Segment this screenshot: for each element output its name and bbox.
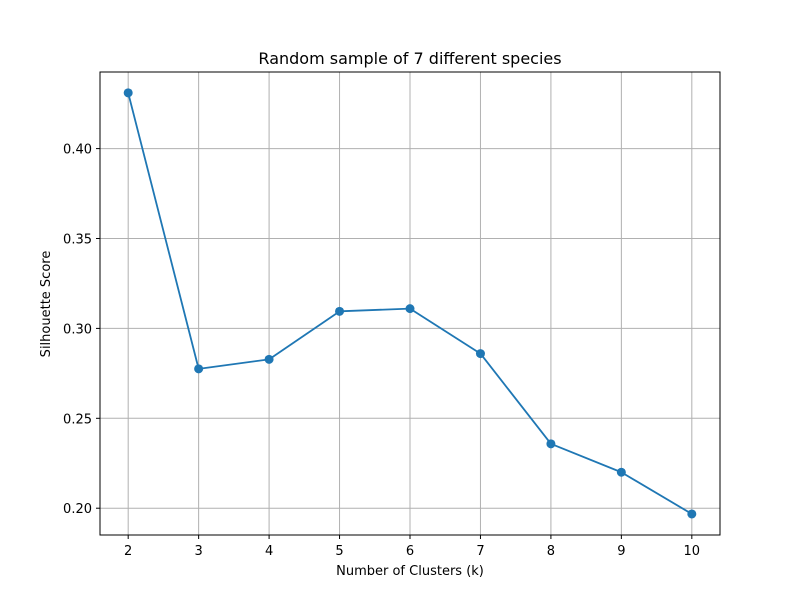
data-point [335,306,345,316]
x-tick-label: 6 [406,544,414,559]
x-tick-label: 4 [265,544,273,559]
data-point [546,439,556,449]
y-tick-label: 0.35 [63,233,92,248]
y-tick-label: 0.30 [63,322,92,337]
y-tick-label: 0.20 [63,502,92,517]
x-tick-label: 3 [194,544,202,559]
data-point [405,304,415,314]
data-point [616,467,626,477]
y-tick-label: 0.25 [63,412,92,427]
y-axis-title: Silhouette Score [39,251,54,358]
data-point [123,88,133,98]
y-axis-ticks: 0.20 0.25 0.30 0.35 0.40 [63,143,100,517]
x-axis-title: Number of Clusters (k) [336,564,484,579]
x-tick-label: 10 [684,544,701,559]
grid-layer [100,72,720,535]
chart-title: Random sample of 7 different species [258,49,561,68]
marker-layer [123,88,697,519]
x-tick-label: 7 [476,544,484,559]
x-tick-label: 5 [335,544,343,559]
data-point [194,364,204,374]
x-axis-ticks: 2 3 4 5 6 7 8 9 10 [124,535,700,559]
y-tick-label: 0.40 [63,143,92,158]
data-point [475,349,485,359]
data-point [264,354,274,364]
x-tick-label: 2 [124,544,132,559]
data-point [687,509,697,519]
x-tick-label: 8 [547,544,555,559]
x-tick-label: 9 [617,544,625,559]
